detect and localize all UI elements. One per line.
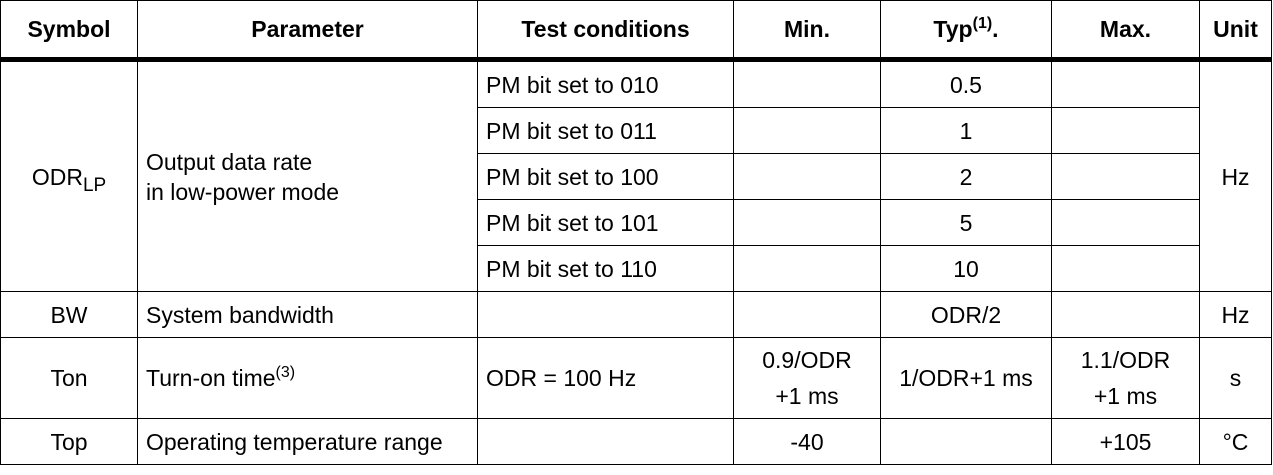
typ-cell: 0.5 — [880, 59, 1052, 108]
bw-min — [733, 291, 881, 338]
bw-parameter: System bandwidth — [137, 291, 478, 338]
header-symbol: Symbol — [0, 0, 138, 62]
ton-max-line2: +1 ms — [1093, 383, 1158, 409]
max-cell — [1051, 199, 1200, 246]
header-unit: Unit — [1199, 0, 1272, 62]
ton-condition: ODR = 100 Hz — [477, 337, 734, 419]
top-typ — [880, 418, 1052, 465]
top-symbol: Top — [0, 418, 138, 465]
min-cell — [733, 107, 881, 154]
top-min: -40 — [733, 418, 881, 465]
odr-lp-parameter: Output data rate in low-power mode — [137, 59, 478, 292]
min-cell — [733, 199, 881, 246]
test-condition-cell: PM bit set to 101 — [477, 199, 734, 246]
max-cell — [1051, 153, 1200, 200]
header-max: Max. — [1051, 0, 1200, 62]
top-parameter: Operating temperature range — [137, 418, 478, 465]
table-row-bw: BW System bandwidth ODR/2 Hz — [0, 291, 1272, 338]
top-max: +105 — [1051, 418, 1200, 465]
max-cell — [1051, 59, 1200, 108]
ton-min: 0.9/ODR +1 ms — [733, 337, 881, 419]
min-cell — [733, 59, 881, 108]
top-condition — [477, 418, 734, 465]
typ-cell: 10 — [880, 245, 1052, 292]
test-condition-cell: PM bit set to 100 — [477, 153, 734, 200]
header-parameter: Parameter — [137, 0, 478, 62]
max-cell — [1051, 245, 1200, 292]
header-min: Min. — [733, 0, 881, 62]
header-row: Symbol Parameter Test conditions Min. Ty… — [0, 0, 1272, 62]
odr-lp-parameter-line2: in low-power mode — [146, 178, 340, 205]
ton-max: 1.1/ODR +1 ms — [1051, 337, 1200, 419]
typ-cell: 2 — [880, 153, 1052, 200]
typ-cell: 1 — [880, 107, 1052, 154]
max-cell — [1051, 107, 1200, 154]
ton-min-line1: 0.9/ODR — [762, 347, 852, 373]
odr-lp-symbol-main: ODR — [31, 163, 83, 190]
typ-cell: 5 — [880, 199, 1052, 246]
bw-unit: Hz — [1199, 291, 1272, 338]
ton-max-line1: 1.1/ODR — [1080, 347, 1171, 373]
table-row: PM bit set to 110 10 — [1, 245, 1272, 292]
specification-table: Symbol Parameter Test conditions Min. Ty… — [0, 0, 1272, 465]
table-row: ODRLP Output data rate in low-power mode … — [0, 59, 1272, 292]
header-typ-footnote: (1) — [972, 15, 993, 32]
top-unit: °C — [1199, 418, 1272, 465]
ton-unit: s — [1199, 337, 1272, 419]
bw-max — [1051, 291, 1200, 338]
ton-symbol: Ton — [0, 337, 138, 419]
header-typ-suffix: . — [992, 16, 999, 42]
min-cell — [733, 245, 881, 292]
odr-lp-symbol: ODRLP — [0, 59, 138, 292]
ton-typ: 1/ODR+1 ms — [880, 337, 1052, 419]
header-typ: Typ(1). — [880, 0, 1052, 62]
odr-lp-unit: Hz — [1199, 59, 1272, 292]
test-condition-cell: PM bit set to 110 — [477, 245, 734, 292]
bw-typ: ODR/2 — [880, 291, 1052, 338]
odr-lp-symbol-sub: LP — [82, 174, 107, 196]
ton-parameter-footnote: (3) — [275, 364, 296, 381]
bw-symbol: BW — [0, 291, 138, 338]
odr-lp-parameter-line1: Output data rate — [146, 148, 313, 175]
ton-min-line2: +1 ms — [775, 383, 839, 409]
ton-parameter: Turn-on time(3) — [137, 337, 478, 419]
test-condition-cell: PM bit set to 011 — [477, 107, 734, 154]
header-typ-label: Typ — [933, 16, 973, 42]
bw-condition — [477, 291, 734, 338]
ton-parameter-label: Turn-on time — [146, 365, 276, 391]
table-row-top: Top Operating temperature range -40 +105… — [0, 418, 1272, 465]
table-row-ton: Ton Turn-on time(3) ODR = 100 Hz 0.9/ODR… — [0, 337, 1272, 419]
header-test-conditions: Test conditions — [477, 0, 734, 62]
min-cell — [733, 153, 881, 200]
test-condition-cell: PM bit set to 010 — [477, 59, 734, 108]
